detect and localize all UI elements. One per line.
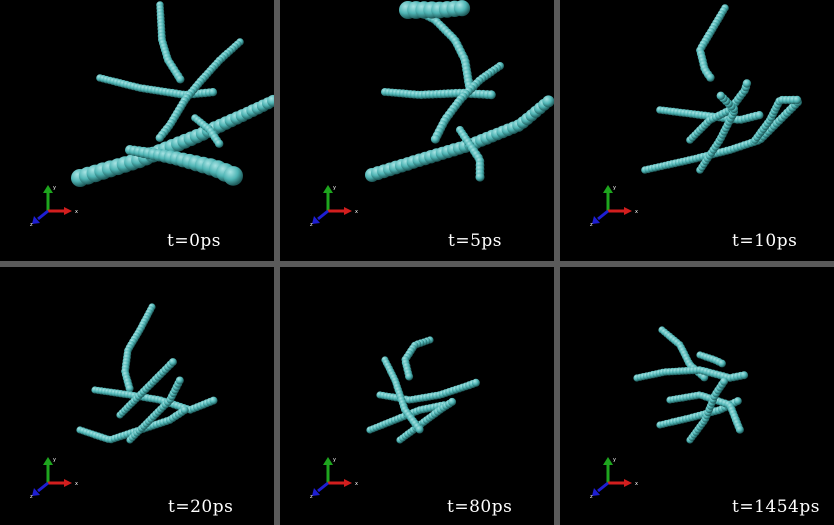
bead (792, 95, 802, 105)
xyz-axes-icon: y x z (310, 185, 358, 227)
xyz-axes-icon: y x z (30, 185, 78, 227)
xyz-axes-icon: y x z (590, 457, 638, 499)
bead (740, 371, 749, 380)
bead (448, 397, 457, 406)
bead (168, 358, 177, 367)
panel-t0: y x z t=0ps (0, 0, 274, 261)
bead (475, 172, 485, 182)
xyz-axes-icon: y x z (588, 455, 644, 499)
bead (405, 372, 414, 381)
svg-text:z: z (590, 222, 593, 227)
svg-text:x: x (355, 481, 358, 487)
xyz-axes-icon: y x z (30, 457, 78, 499)
polymer-chains-t5 (365, 0, 554, 182)
panel-t5: y x z t=5ps (280, 0, 554, 261)
time-label: t=80ps (447, 497, 513, 517)
polymer-chains-t20 (76, 303, 218, 444)
bead (733, 397, 742, 406)
panel-t1454: y x z t=1454ps (560, 267, 834, 525)
bead (706, 73, 715, 82)
svg-text:y: y (613, 457, 616, 463)
bead (267, 94, 274, 107)
polymer-chains-t10 (641, 4, 802, 174)
xyz-axes-icon: y x z (308, 183, 364, 227)
svg-text:z: z (310, 222, 313, 227)
svg-text:y: y (333, 185, 336, 191)
xyz-axes-icon: y x z (588, 183, 644, 227)
polymer-chains-t0 (71, 1, 274, 187)
bead (155, 133, 164, 142)
panel-t10: y x z t=10ps (560, 0, 834, 261)
time-label: t=1454ps (732, 497, 820, 517)
svg-text:x: x (355, 209, 358, 215)
xyz-axes-icon: y x z (28, 455, 84, 499)
svg-text:z: z (590, 494, 593, 499)
panel-t20: y x z t=20ps (0, 267, 274, 525)
svg-text:y: y (53, 185, 56, 191)
svg-text:x: x (75, 481, 78, 487)
bead (453, 0, 471, 17)
bead (542, 95, 554, 108)
xyz-axes-icon: y x z (308, 455, 364, 499)
svg-text:y: y (333, 457, 336, 463)
xyz-axes-icon: y x z (590, 185, 638, 227)
svg-text:x: x (635, 481, 638, 487)
bead (471, 378, 480, 387)
bead (125, 384, 134, 393)
svg-text:z: z (30, 222, 33, 227)
bead (742, 79, 752, 88)
polymer-chains-t1454 (633, 326, 749, 444)
bead (415, 425, 424, 434)
svg-text:x: x (75, 209, 78, 215)
bead (180, 406, 189, 415)
bead (716, 91, 725, 101)
svg-text:y: y (53, 457, 56, 463)
svg-text:y: y (613, 185, 616, 191)
bead (755, 111, 764, 120)
bead (718, 359, 726, 368)
bead (175, 376, 184, 385)
bead (735, 425, 744, 434)
bead (720, 377, 728, 386)
bead (215, 139, 224, 148)
time-label: t=0ps (167, 231, 221, 251)
bead (208, 88, 218, 97)
polymer-chains-t80 (366, 336, 480, 444)
time-label: t=5ps (448, 231, 502, 251)
panel-t80: y x z t=80ps (280, 267, 554, 525)
bead (209, 396, 218, 405)
time-label: t=20ps (168, 497, 234, 517)
svg-text:z: z (30, 494, 33, 499)
xyz-axes-icon: y x z (310, 457, 358, 499)
bead (176, 75, 185, 84)
xyz-axes-icon: y x z (28, 183, 84, 227)
bead (430, 134, 440, 144)
bead (223, 166, 243, 186)
bead (486, 90, 496, 100)
time-label: t=10ps (732, 231, 798, 251)
svg-text:z: z (310, 494, 313, 499)
svg-text:x: x (635, 209, 638, 215)
